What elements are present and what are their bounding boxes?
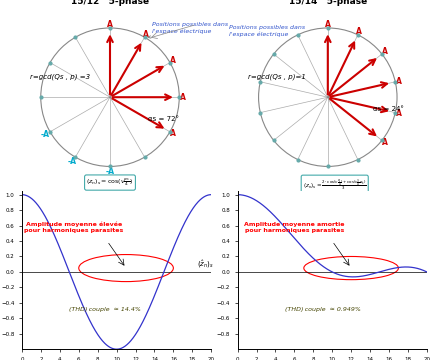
- Text: A: A: [396, 109, 402, 118]
- Y-axis label: $(\hat{z}_n)_s$: $(\hat{z}_n)_s$: [197, 258, 214, 270]
- Text: αs = 24°: αs = 24°: [373, 106, 403, 112]
- Text: Positions possibles dans
l'espace électrique: Positions possibles dans l'espace électr…: [229, 25, 305, 37]
- Text: (THD) couple  ≈ 0.949%: (THD) couple ≈ 0.949%: [285, 307, 361, 311]
- Text: A: A: [381, 48, 388, 57]
- Text: A: A: [356, 27, 362, 36]
- Text: $(z_n)_s = \frac{2\cdot\cos(v\frac{\alpha_s}{4})+\cos(v\frac{3}{4}\alpha_s)}{3}$: $(z_n)_s = \frac{2\cdot\cos(v\frac{\alph…: [303, 177, 367, 193]
- Text: A: A: [325, 20, 331, 29]
- Text: r=gcd(Qs , p) =3: r=gcd(Qs , p) =3: [30, 73, 91, 80]
- Text: -A: -A: [41, 130, 50, 139]
- Text: (THD) couple  ≈ 14.4%: (THD) couple ≈ 14.4%: [70, 307, 141, 311]
- Text: -A: -A: [68, 157, 77, 166]
- Text: Amplitude moyenne amortie
pour harmoniques parasites: Amplitude moyenne amortie pour harmoniqu…: [244, 222, 345, 233]
- Text: r=gcd(Qs , p)=1: r=gcd(Qs , p)=1: [248, 73, 306, 80]
- Text: A: A: [107, 20, 113, 29]
- Text: A: A: [396, 77, 402, 86]
- Text: -A: -A: [106, 167, 114, 176]
- Text: A: A: [381, 138, 388, 147]
- Title: 15/14   5-phase: 15/14 5-phase: [289, 0, 367, 6]
- Text: Positions possibles dans
l'espace électrique: Positions possibles dans l'espace électr…: [148, 22, 227, 38]
- Text: A: A: [170, 129, 176, 138]
- Text: αs = 72°: αs = 72°: [148, 116, 179, 122]
- Text: A: A: [170, 57, 176, 66]
- Text: Amplitude moyenne élevée
pour harmoniques parasites: Amplitude moyenne élevée pour harmonique…: [24, 221, 124, 233]
- Text: A: A: [143, 30, 149, 39]
- Text: $(z_n)_s = \cos(v\frac{\alpha_s}{4})$: $(z_n)_s = \cos(v\frac{\alpha_s}{4})$: [86, 177, 134, 188]
- Title: 15/12   5-phase: 15/12 5-phase: [71, 0, 149, 6]
- Text: A: A: [180, 93, 186, 102]
